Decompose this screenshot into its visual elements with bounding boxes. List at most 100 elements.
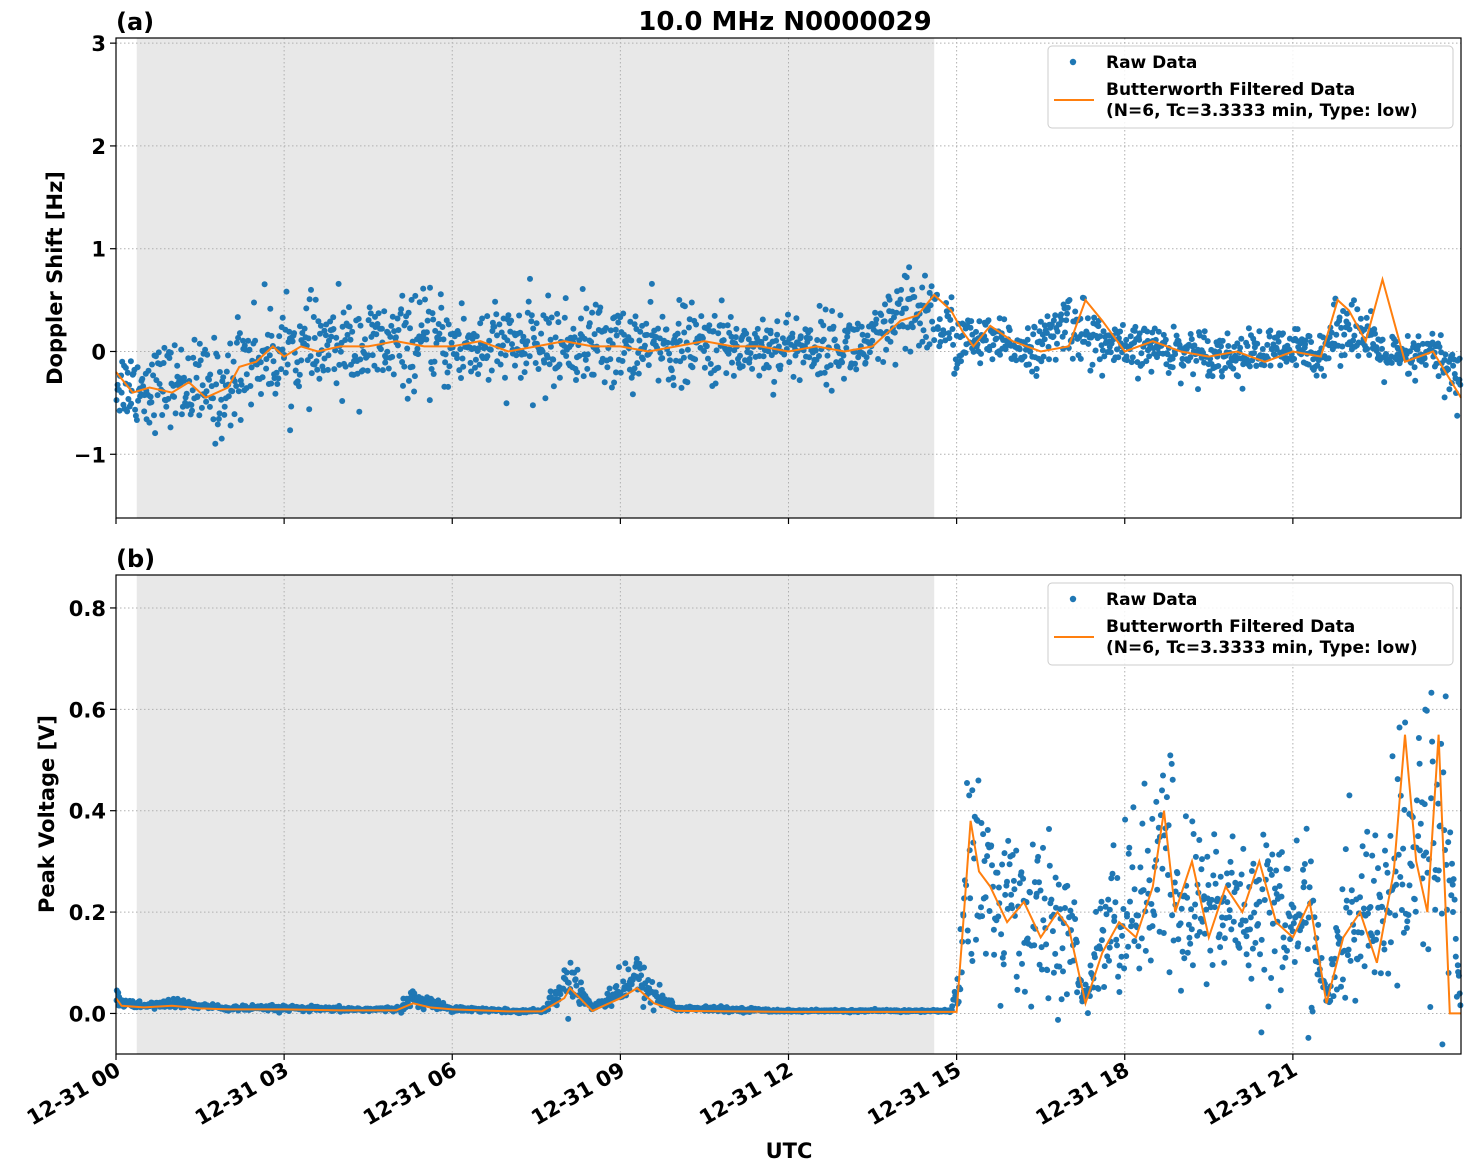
raw-point: [1107, 349, 1114, 356]
raw-point: [1236, 944, 1243, 951]
raw-point: [528, 318, 535, 325]
raw-point: [1160, 772, 1166, 779]
raw-point: [528, 312, 535, 319]
raw-point: [789, 330, 796, 337]
raw-point: [1339, 343, 1346, 350]
raw-point: [1129, 864, 1136, 871]
raw-point: [1052, 950, 1059, 957]
raw-point: [496, 321, 503, 328]
raw-point: [727, 314, 734, 320]
raw-point: [472, 364, 478, 371]
raw-point: [1046, 862, 1053, 869]
raw-point: [263, 356, 270, 363]
raw-point: [1179, 948, 1186, 955]
raw-point: [594, 347, 601, 354]
raw-point: [1165, 872, 1171, 878]
raw-point: [1406, 370, 1412, 377]
raw-point: [603, 325, 609, 331]
raw-point: [544, 354, 551, 361]
raw-point: [573, 982, 580, 989]
raw-point: [883, 346, 890, 353]
raw-point: [1248, 975, 1255, 982]
raw-point: [926, 289, 933, 296]
raw-point: [562, 295, 569, 302]
raw-point: [525, 298, 532, 305]
raw-point: [210, 416, 217, 423]
raw-point: [392, 334, 399, 341]
raw-point: [760, 353, 767, 360]
raw-point: [1043, 941, 1050, 948]
raw-point: [193, 374, 200, 381]
raw-point: [342, 337, 349, 343]
raw-point: [878, 312, 885, 318]
raw-point: [1404, 333, 1411, 339]
raw-point: [720, 337, 727, 344]
raw-point: [728, 333, 735, 340]
raw-point: [858, 323, 865, 330]
raw-point: [218, 435, 225, 442]
raw-point: [827, 362, 834, 369]
raw-point: [996, 315, 1003, 322]
raw-point: [384, 348, 391, 355]
raw-point: [1127, 333, 1134, 340]
raw-point: [934, 326, 941, 332]
raw-point: [476, 361, 483, 368]
raw-point: [920, 327, 927, 334]
raw-point: [978, 820, 985, 826]
raw-point: [1417, 820, 1424, 827]
raw-point: [966, 792, 973, 799]
raw-point: [1309, 1008, 1316, 1015]
raw-point: [995, 913, 1002, 920]
raw-point: [411, 373, 418, 380]
raw-point: [604, 364, 611, 371]
raw-point: [1055, 881, 1062, 888]
raw-point: [1112, 899, 1119, 906]
raw-point: [1064, 304, 1071, 311]
raw-point: [1347, 957, 1354, 964]
raw-point: [1267, 866, 1274, 873]
raw-point: [160, 360, 167, 366]
raw-point: [387, 333, 394, 340]
raw-point: [636, 960, 643, 967]
raw-point: [887, 338, 894, 345]
raw-point: [1363, 851, 1370, 858]
raw-point: [574, 369, 581, 376]
panel-b-y-ticks: 0.0 0.2 0.4 0.6 0.8: [69, 597, 116, 1026]
raw-point: [307, 353, 314, 360]
raw-point: [324, 342, 331, 349]
raw-point: [322, 332, 329, 339]
raw-point: [147, 393, 154, 400]
raw-point: [1084, 1010, 1091, 1017]
raw-point: [1364, 828, 1371, 835]
raw-point: [466, 332, 472, 339]
raw-point: [1050, 969, 1057, 976]
raw-point: [1142, 947, 1149, 954]
raw-point: [1144, 847, 1151, 854]
raw-point: [118, 389, 125, 396]
raw-point: [1389, 753, 1396, 760]
x-tick-label: 12-31 06: [359, 1058, 461, 1131]
raw-point: [1237, 881, 1244, 887]
raw-point: [988, 842, 995, 849]
raw-point: [273, 369, 280, 376]
raw-point: [1267, 327, 1274, 334]
raw-point: [586, 320, 593, 327]
raw-point: [261, 281, 268, 288]
raw-point: [1277, 362, 1284, 369]
raw-point: [994, 869, 1001, 876]
raw-point: [454, 355, 461, 362]
raw-point: [793, 315, 800, 322]
raw-point: [1427, 1004, 1434, 1010]
raw-point: [1170, 937, 1177, 944]
raw-point: [148, 399, 155, 406]
raw-point: [663, 326, 670, 333]
raw-point: [283, 288, 290, 295]
raw-point: [1275, 338, 1282, 345]
raw-point: [317, 322, 324, 329]
raw-point: [1456, 355, 1463, 362]
raw-point: [1203, 981, 1210, 988]
raw-point: [713, 347, 720, 354]
raw-point: [1036, 961, 1043, 968]
raw-point: [1239, 385, 1246, 392]
raw-point: [344, 331, 351, 338]
